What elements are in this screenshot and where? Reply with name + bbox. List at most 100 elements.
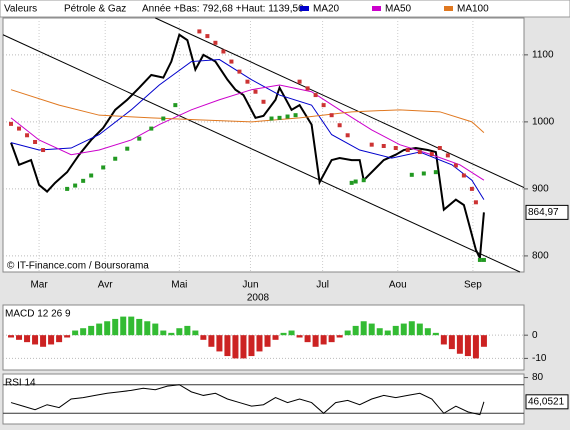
legend-swatch bbox=[372, 6, 381, 11]
bar bbox=[352, 325, 359, 336]
sar-dot bbox=[381, 144, 386, 149]
trend-line bbox=[155, 17, 525, 189]
bar bbox=[304, 335, 311, 343]
chart-title: Pétrole & Gaz bbox=[64, 4, 126, 15]
sar-dot bbox=[25, 133, 30, 138]
y-tick-label: 1000 bbox=[532, 117, 555, 128]
bar bbox=[280, 332, 287, 336]
y-tick-label: -10 bbox=[532, 353, 547, 364]
sar-dot bbox=[337, 123, 342, 128]
bar bbox=[368, 323, 375, 336]
legend-swatch bbox=[300, 6, 309, 11]
x-tick-label: Mar bbox=[30, 280, 48, 291]
sar-dot bbox=[453, 163, 458, 168]
sar-dot bbox=[137, 136, 142, 141]
sar-dot bbox=[9, 121, 14, 126]
sar-dot bbox=[429, 152, 434, 157]
sar-dot bbox=[261, 99, 266, 104]
bar bbox=[312, 335, 319, 347]
sar-dot bbox=[437, 146, 442, 151]
plot-area bbox=[2, 373, 525, 425]
bar bbox=[224, 335, 231, 357]
bar bbox=[64, 335, 71, 338]
bar bbox=[328, 335, 335, 343]
sar-dot bbox=[33, 139, 38, 144]
y-tick-label: 1100 bbox=[532, 50, 554, 61]
sar-dot bbox=[237, 69, 242, 74]
bar bbox=[8, 335, 15, 338]
sar-dot bbox=[421, 171, 426, 176]
bar bbox=[112, 318, 119, 336]
sar-dot bbox=[473, 200, 478, 205]
bar bbox=[56, 335, 63, 343]
bar bbox=[240, 335, 247, 359]
sar-dot bbox=[305, 86, 310, 91]
y-tick-label: 800 bbox=[532, 251, 549, 262]
bar bbox=[168, 332, 175, 336]
bar bbox=[208, 335, 215, 347]
y-tick-label: 80 bbox=[532, 372, 544, 383]
last-value-box bbox=[525, 394, 569, 410]
x-tick-label: Jul bbox=[316, 280, 329, 291]
bar bbox=[136, 318, 143, 336]
bar bbox=[72, 330, 79, 336]
sar-dot bbox=[313, 93, 318, 98]
sar-dot bbox=[293, 113, 298, 118]
sar-dot bbox=[409, 172, 414, 177]
sar-dot bbox=[229, 59, 234, 64]
bar bbox=[160, 330, 167, 336]
sar-dot bbox=[81, 178, 86, 183]
bar bbox=[40, 335, 47, 347]
bar bbox=[120, 316, 127, 336]
sar-dot bbox=[361, 178, 366, 183]
sar-dot bbox=[173, 103, 178, 108]
bar bbox=[48, 335, 55, 345]
sar-dot bbox=[125, 146, 130, 151]
sar-dot bbox=[461, 173, 466, 178]
panel-title: MACD 12 26 9 bbox=[5, 309, 71, 320]
bar bbox=[96, 323, 103, 336]
trend-line bbox=[2, 34, 521, 273]
sar-dot bbox=[73, 183, 78, 188]
bar bbox=[264, 335, 271, 347]
bar bbox=[336, 335, 343, 338]
bar bbox=[472, 335, 479, 359]
sar-dot bbox=[213, 40, 218, 45]
bar bbox=[296, 335, 303, 338]
bar bbox=[232, 335, 239, 359]
legend-swatch bbox=[444, 6, 453, 11]
line bbox=[10, 384, 485, 416]
bar bbox=[24, 335, 31, 343]
sar-dot bbox=[433, 170, 438, 175]
sar-dot bbox=[197, 29, 202, 34]
sar-dot bbox=[65, 186, 70, 191]
sar-dot bbox=[417, 150, 422, 155]
last-value-label: 46,0521 bbox=[528, 396, 565, 407]
bar bbox=[272, 335, 279, 340]
bar bbox=[128, 316, 135, 336]
sar-dot bbox=[329, 113, 334, 118]
sar-dot bbox=[369, 142, 374, 147]
chart-subtitle: Année +Bas: 792,68 +Haut: 1139,56 bbox=[142, 4, 304, 15]
sar-dot bbox=[481, 257, 486, 262]
sar-dot bbox=[277, 115, 282, 120]
sar-dot bbox=[113, 156, 118, 161]
bar bbox=[384, 330, 391, 336]
x-tick-label: Mai bbox=[171, 280, 187, 291]
bar bbox=[480, 335, 487, 347]
bar bbox=[392, 325, 399, 336]
legend-label: MA100 bbox=[457, 4, 489, 15]
bar bbox=[360, 321, 367, 336]
bar bbox=[400, 323, 407, 336]
legend-label: MA20 bbox=[313, 4, 340, 15]
sar-dot bbox=[321, 103, 326, 108]
x-tick-label: Avr bbox=[98, 280, 113, 291]
bar bbox=[152, 323, 159, 336]
sar-dot bbox=[161, 116, 166, 121]
bar bbox=[424, 328, 431, 336]
sar-dot bbox=[245, 79, 250, 84]
bar bbox=[432, 332, 439, 336]
source: © IT-Finance.com / Boursorama bbox=[7, 261, 149, 272]
y-tick-label: 900 bbox=[532, 184, 549, 195]
